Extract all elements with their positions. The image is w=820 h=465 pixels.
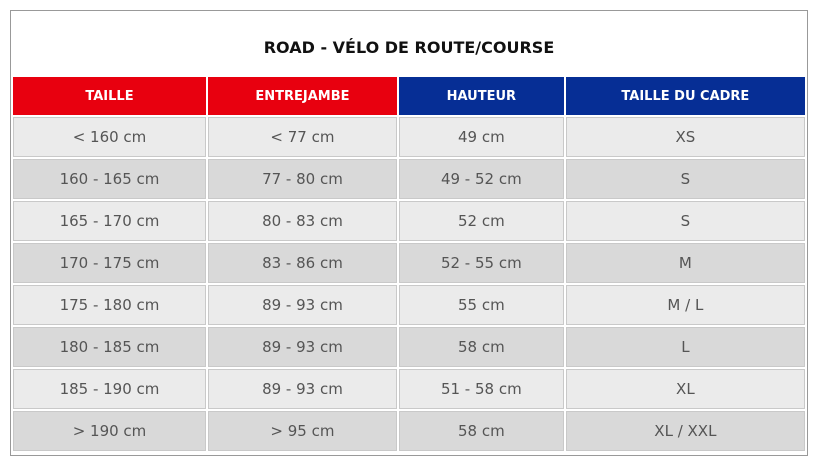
table-cell: S xyxy=(565,159,805,199)
table-cell: < 77 cm xyxy=(207,117,397,157)
table-row: 170 - 175 cm 83 - 86 cm 52 - 55 cm M xyxy=(13,243,805,283)
table-cell: 89 - 93 cm xyxy=(207,327,397,367)
table-cell: > 190 cm xyxy=(13,411,206,451)
table-cell: M / L xyxy=(565,285,805,325)
table-cell: 55 cm xyxy=(398,285,564,325)
table-title: ROAD - VÉLO DE ROUTE/COURSE xyxy=(263,38,555,57)
table-cell: 52 cm xyxy=(398,201,564,241)
table-cell: 52 - 55 cm xyxy=(398,243,564,283)
column-header: TAILLE xyxy=(13,77,206,115)
table-cell: 83 - 86 cm xyxy=(207,243,397,283)
table-cell: 160 - 165 cm xyxy=(13,159,206,199)
table-row: > 190 cm > 95 cm 58 cm XL / XXL xyxy=(13,411,805,451)
table-cell: 80 - 83 cm xyxy=(207,201,397,241)
table-cell: 58 cm xyxy=(398,411,564,451)
table-row: 180 - 185 cm 89 - 93 cm 58 cm L xyxy=(13,327,805,367)
table-body: < 160 cm < 77 cm 49 cm XS 160 - 165 cm 77 - 8… xyxy=(13,117,805,451)
table-cell: 49 cm xyxy=(398,117,564,157)
table-cell: S xyxy=(565,201,805,241)
table-cell: 89 - 93 cm xyxy=(207,369,397,409)
size-chart: ROAD - VÉLO DE ROUTE/COURSE TAILLE ENTREJ… xyxy=(10,10,808,456)
size-table: TAILLE ENTREJAMBE HAUTEUR TAILLE DU CADRE <… xyxy=(11,75,807,453)
table-row: 175 - 180 cm 89 - 93 cm 55 cm M / L xyxy=(13,285,805,325)
table-cell: 89 - 93 cm xyxy=(207,285,397,325)
table-cell: 180 - 185 cm xyxy=(13,327,206,367)
table-row: < 160 cm < 77 cm 49 cm XS xyxy=(13,117,805,157)
column-header: HAUTEUR xyxy=(398,77,564,115)
table-cell: XL / XXL xyxy=(565,411,805,451)
table-cell: 185 - 190 cm xyxy=(13,369,206,409)
table-cell: 77 - 80 cm xyxy=(207,159,397,199)
table-row: 165 - 170 cm 80 - 83 cm 52 cm S xyxy=(13,201,805,241)
table-cell: L xyxy=(565,327,805,367)
table-cell: XS xyxy=(565,117,805,157)
table-cell: M xyxy=(565,243,805,283)
column-header: ENTREJAMBE xyxy=(207,77,397,115)
table-cell: 58 cm xyxy=(398,327,564,367)
column-header: TAILLE DU CADRE xyxy=(565,77,805,115)
header-row: TAILLE ENTREJAMBE HAUTEUR TAILLE DU CADRE xyxy=(13,77,805,115)
table-row: 185 - 190 cm 89 - 93 cm 51 - 58 cm XL xyxy=(13,369,805,409)
table-cell: 170 - 175 cm xyxy=(13,243,206,283)
table-cell: 165 - 170 cm xyxy=(13,201,206,241)
table-cell: XL xyxy=(565,369,805,409)
table-cell: < 160 cm xyxy=(13,117,206,157)
table-cell: 49 - 52 cm xyxy=(398,159,564,199)
table-cell: > 95 cm xyxy=(207,411,397,451)
table-cell: 175 - 180 cm xyxy=(13,285,206,325)
table-cell: 51 - 58 cm xyxy=(398,369,564,409)
table-row: 160 - 165 cm 77 - 80 cm 49 - 52 cm S xyxy=(13,159,805,199)
